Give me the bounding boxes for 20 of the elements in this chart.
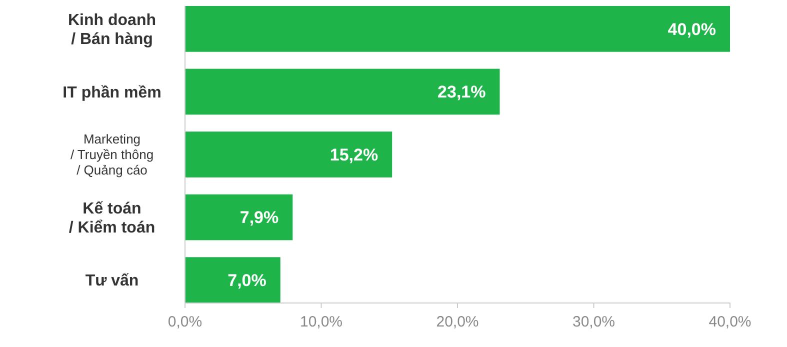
- x-tick-label: 0,0%: [168, 314, 202, 331]
- y-tick-label: IT phần mềm: [62, 84, 162, 102]
- bar: [185, 194, 293, 240]
- bar: [185, 257, 280, 303]
- data-label: 23,1%: [438, 82, 486, 102]
- data-label: 7,0%: [228, 271, 266, 290]
- bar: [185, 132, 392, 178]
- x-tick-label: 20,0%: [436, 314, 479, 331]
- data-label: 15,2%: [330, 145, 378, 164]
- x-tick-label: 30,0%: [572, 314, 616, 331]
- y-tick-label: Kinh doanh / Bán hàng: [68, 12, 156, 48]
- x-tick-label: 40,0%: [708, 314, 752, 331]
- y-tick-label: Tư vấn: [85, 272, 139, 290]
- bar: [185, 68, 500, 115]
- y-tick-label: Marketing / Truyền thông / Quảng cáo: [70, 131, 154, 178]
- data-label: 7,9%: [240, 208, 279, 228]
- data-label: 40,0%: [668, 20, 716, 39]
- x-tick-label: 10,0%: [300, 314, 343, 331]
- y-tick-label: Kế toán / Kiểm toán: [68, 200, 156, 236]
- bar: [185, 6, 730, 52]
